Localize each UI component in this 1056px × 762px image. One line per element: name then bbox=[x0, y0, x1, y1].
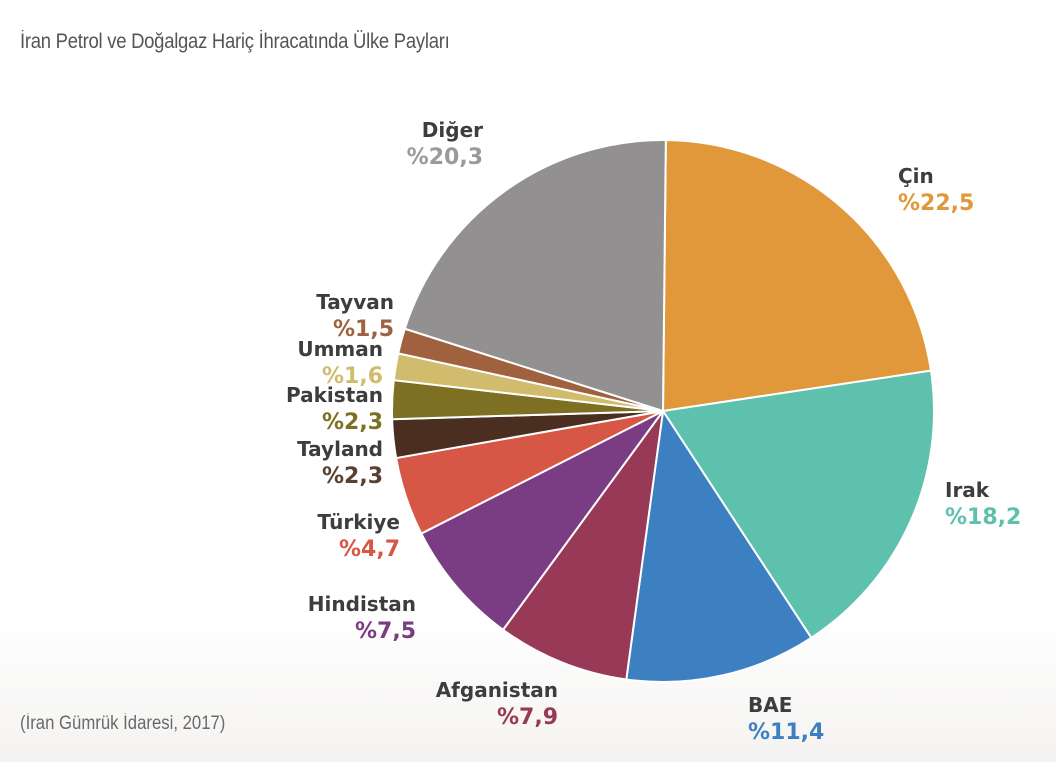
slice-value-label: %1,5 bbox=[333, 317, 394, 342]
slice-value-label: %2,3 bbox=[322, 410, 383, 435]
pie-slice-bae bbox=[625, 410, 813, 683]
pie-slice-diğer bbox=[403, 139, 667, 412]
slice-name-label: Tayvan bbox=[316, 290, 394, 314]
slice-label-çin: Çin %22,5 bbox=[898, 164, 974, 216]
slice-label-irak: Irak %18,2 bbox=[945, 478, 1021, 530]
slice-value-label: %7,5 bbox=[355, 619, 416, 644]
slice-name-label: Pakistan bbox=[286, 383, 383, 407]
slice-label-umman: Umman %1,6 bbox=[297, 337, 383, 389]
slice-name-label: Afganistan bbox=[436, 678, 558, 702]
slice-name-label: BAE bbox=[748, 693, 792, 717]
slice-value-label: %7,9 bbox=[497, 705, 558, 730]
slice-value-label: %4,7 bbox=[339, 537, 400, 562]
slice-label-türkiye: Türkiye %4,7 bbox=[317, 510, 400, 562]
slice-name-label: Tayland bbox=[297, 437, 383, 461]
slice-value-label: %11,4 bbox=[748, 720, 824, 745]
slice-value-label: %1,6 bbox=[322, 364, 383, 389]
chart-title: İran Petrol ve Doğalgaz Hariç İhracatınd… bbox=[20, 30, 450, 53]
pie-slice-çin bbox=[662, 139, 932, 412]
slice-name-label: Irak bbox=[945, 478, 990, 502]
pie-slice-irak bbox=[662, 369, 935, 639]
slice-label-afganistan: Afganistan %7,9 bbox=[436, 678, 558, 730]
slice-label-diğer: Diğer %20,3 bbox=[407, 118, 483, 170]
slice-name-label: Umman bbox=[297, 337, 383, 361]
slice-label-tayvan: Tayvan %1,5 bbox=[316, 290, 394, 342]
slice-name-label: Hindistan bbox=[308, 592, 416, 616]
slice-value-label: %22,5 bbox=[898, 191, 974, 216]
slice-value-label: %18,2 bbox=[945, 505, 1021, 530]
pie-slice-hindistan bbox=[420, 410, 664, 631]
source-note: (İran Gümrük İdaresi, 2017) bbox=[20, 713, 226, 734]
slice-label-pakistan: Pakistan %2,3 bbox=[286, 383, 383, 435]
slice-label-tayland: Tayland %2,3 bbox=[297, 437, 383, 489]
slice-name-label: Türkiye bbox=[317, 510, 400, 534]
slice-label-hindistan: Hindistan %7,5 bbox=[308, 592, 416, 644]
slice-name-label: Çin bbox=[898, 164, 934, 188]
slice-value-label: %20,3 bbox=[407, 145, 483, 170]
pie-slice-afganistan bbox=[502, 410, 664, 681]
slice-label-bae: BAE %11,4 bbox=[748, 693, 824, 745]
slice-value-label: %2,3 bbox=[322, 464, 383, 489]
slice-name-label: Diğer bbox=[422, 118, 483, 142]
